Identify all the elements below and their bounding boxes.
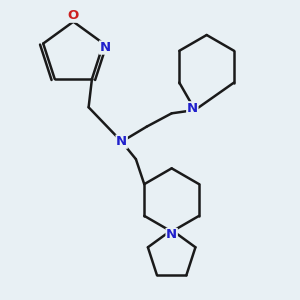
Text: N: N (100, 41, 111, 54)
Text: O: O (68, 9, 79, 22)
Text: N: N (116, 135, 127, 148)
Text: N: N (166, 229, 177, 242)
Text: N: N (187, 102, 198, 115)
